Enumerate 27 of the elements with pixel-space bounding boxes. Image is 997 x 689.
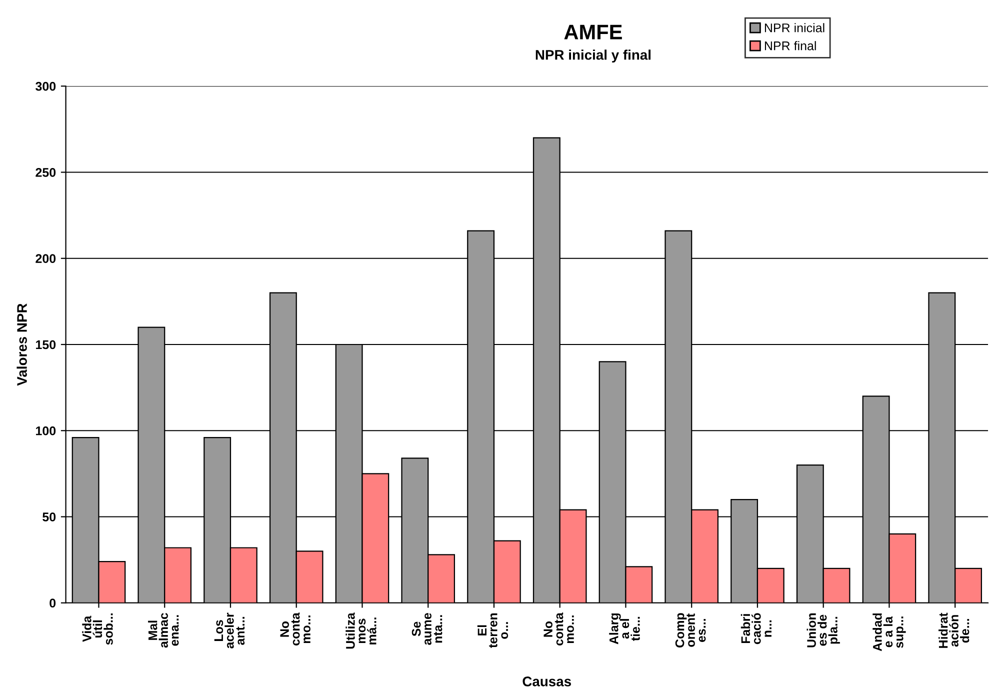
x-tick-label: No conta mo... — [280, 612, 310, 646]
x-tick-label: Fabri cació n... — [740, 613, 772, 644]
x-tick-label: Union es de pla... — [806, 613, 840, 648]
y-tick-label: 250 — [36, 168, 56, 177]
y-tick-label: 150 — [36, 340, 56, 350]
chart-title: AMFE — [564, 24, 622, 40]
x-axis-title: Causas — [522, 676, 571, 686]
x-tick-label: Vida útil sob... — [82, 613, 113, 645]
x-tick-label: No conta mo... — [544, 612, 574, 646]
x-tick-label: Mal almac ena... — [148, 612, 179, 648]
x-tick-label: Hidrat ación de... — [938, 612, 970, 648]
y-tick-label: 100 — [36, 426, 56, 436]
x-tick-label: El terren o... — [477, 613, 508, 648]
x-tick-label: Los aceler ant... — [214, 612, 245, 648]
y-tick-label: 300 — [36, 82, 56, 91]
legend-label: NPR final — [764, 41, 816, 50]
x-tick-label: Alarg a el tie... — [609, 613, 640, 644]
chart-subtitle: NPR inicial y final — [536, 50, 651, 63]
x-tick-label: Utiliza mos má... — [346, 612, 376, 649]
y-tick-label: 50 — [42, 512, 56, 522]
y-tick-label: 200 — [36, 254, 56, 264]
x-tick-label: Andad e a la sup... — [872, 613, 906, 652]
x-tick-label: Comp onent es... — [675, 613, 706, 648]
x-tick-label: Se aume nta... — [412, 613, 442, 645]
y-axis-title: Valores NPR — [16, 303, 27, 386]
y-tick-label: 0 — [50, 598, 56, 608]
legend-label: NPR inicial — [764, 23, 824, 32]
